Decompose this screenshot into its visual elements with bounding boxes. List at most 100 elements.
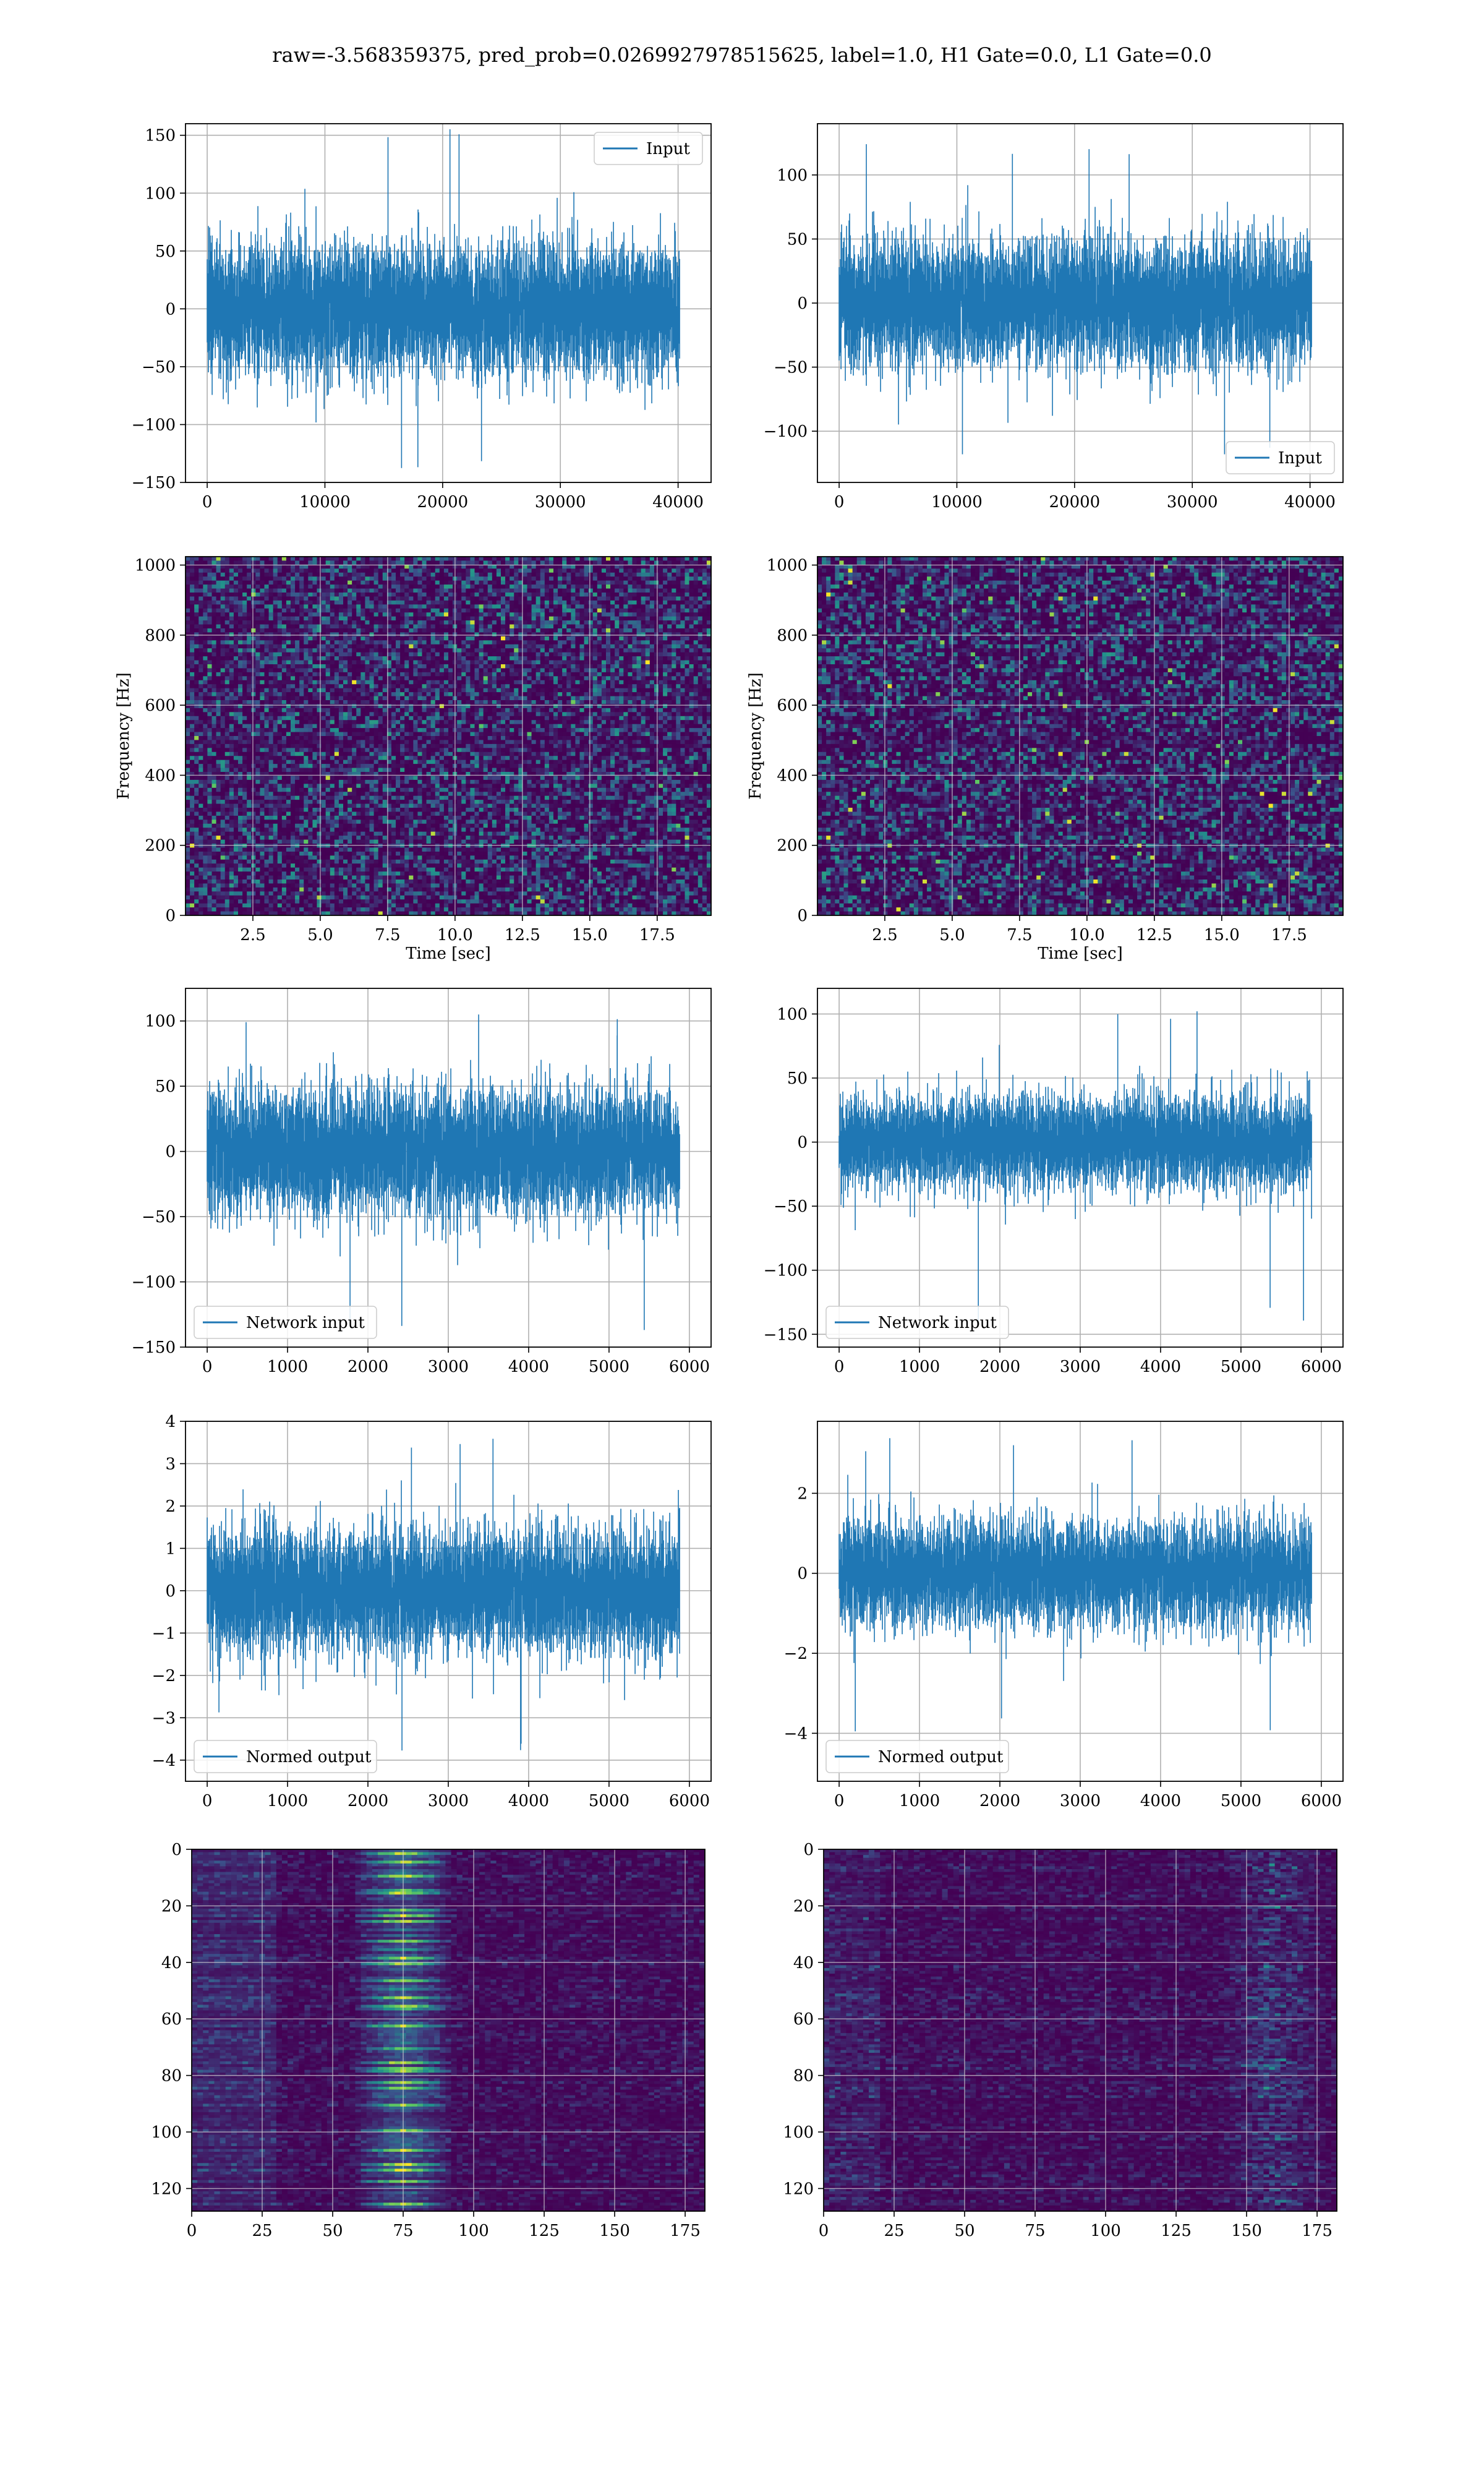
y-tick-label: −2 — [784, 1645, 808, 1663]
y-tick-label: −50 — [142, 358, 176, 377]
axes-frame — [817, 988, 1344, 1348]
x-tick-label: 0 — [834, 1358, 845, 1376]
x-tick-label: 40000 — [1284, 493, 1336, 511]
y-tick-label: 2 — [165, 1497, 176, 1516]
x-tick-label: 1000 — [267, 1358, 308, 1376]
y-tick-label: 0 — [165, 300, 176, 319]
x-tick-label: 2000 — [979, 1358, 1020, 1376]
x-tick-label: 0 — [202, 1792, 213, 1810]
x-tick-label: 3000 — [1060, 1792, 1101, 1810]
x-tick-label: 40000 — [652, 493, 704, 511]
y-tick-label: 0 — [797, 294, 808, 313]
y-tick-label: 400 — [145, 766, 176, 785]
y-tick-label: 0 — [797, 1565, 808, 1583]
x-tick-label: 2000 — [979, 1792, 1020, 1810]
x-tick-label: 15.0 — [1204, 926, 1240, 944]
series-line-input — [838, 144, 1312, 455]
y-tick-label: 150 — [145, 127, 176, 145]
y-tick-label: 60 — [161, 2010, 182, 2029]
y-axis-label: Frequency [Hz] — [746, 672, 765, 800]
axes-frame — [817, 1421, 1344, 1782]
y-tick-label: 0 — [171, 1841, 182, 1859]
y-tick-label: 800 — [777, 627, 808, 645]
y-tick-label: 60 — [793, 2010, 814, 2029]
y-axis-label: Frequency [Hz] — [114, 672, 133, 800]
figure-title: raw=-3.568359375, pred_prob=0.0269927978… — [272, 43, 1212, 67]
x-tick-label: 1000 — [899, 1358, 940, 1376]
x-tick-label: 25 — [252, 2222, 272, 2240]
series-line-normed-output — [207, 1439, 680, 1751]
x-tick-label: 0 — [834, 1792, 845, 1810]
y-tick-label: −4 — [784, 1724, 808, 1743]
y-tick-label: 400 — [777, 766, 808, 785]
y-tick-label: 100 — [783, 2123, 814, 2142]
x-tick-label: 150 — [599, 2222, 630, 2240]
legend-label: Network input — [878, 1314, 997, 1332]
x-tick-label: 1000 — [899, 1792, 940, 1810]
x-tick-label: 0 — [202, 1358, 213, 1376]
x-tick-label: 175 — [1302, 2222, 1333, 2240]
panel-norm_l1: 0 1000 2000 3000 4000 5000 6000 −4 −2 0 2 Normed ou… — [784, 1421, 1344, 1810]
axes-frame — [185, 988, 712, 1348]
x-tick-label: 10.0 — [437, 926, 473, 944]
legend-label: Normed output — [878, 1748, 1004, 1766]
y-tick-label: 0 — [165, 907, 176, 925]
legend-box — [594, 132, 703, 165]
x-tick-label: 5000 — [589, 1792, 629, 1810]
axes-frame — [823, 1849, 1337, 2212]
legend-label: Normed output — [246, 1748, 372, 1766]
y-tick-label: 20 — [161, 1897, 182, 1915]
x-tick-label: 6000 — [1301, 1358, 1342, 1376]
y-tick-label: 120 — [151, 2180, 182, 2198]
y-tick-label: 0 — [797, 1134, 808, 1152]
y-tick-label: −150 — [132, 1338, 176, 1357]
x-axis-label: Time [sec] — [406, 944, 491, 963]
x-tick-label: 6000 — [1301, 1792, 1342, 1810]
panel-input_h1: 0 10000 20000 30000 40000 −150 −100 −50 0 50 100 15… — [132, 123, 712, 511]
y-tick-label: −100 — [132, 416, 176, 434]
y-tick-label: −100 — [764, 422, 808, 441]
legend: Normed output — [825, 1740, 1009, 1773]
y-tick-label: 800 — [145, 627, 176, 645]
y-tick-label: −50 — [142, 1208, 176, 1226]
x-tick-label: 4000 — [508, 1358, 549, 1376]
x-tick-label: 175 — [670, 2222, 701, 2240]
axes-frame — [191, 1849, 706, 2212]
y-tick-label: 50 — [787, 230, 808, 249]
x-tick-label: 17.5 — [1271, 926, 1307, 944]
axes-frame — [817, 123, 1344, 483]
y-tick-label: 80 — [161, 2067, 182, 2086]
x-tick-label: 6000 — [669, 1358, 710, 1376]
y-tick-label: 100 — [145, 1012, 176, 1031]
x-tick-label: 10.0 — [1069, 926, 1105, 944]
x-tick-label: 25 — [884, 2222, 904, 2240]
y-tick-label: 200 — [145, 837, 176, 855]
legend-box — [194, 1740, 377, 1773]
y-tick-label: 100 — [151, 2123, 182, 2142]
panels: 0 10000 20000 30000 40000−150−100−5005010015… — [114, 123, 1344, 2240]
y-tick-label: 0 — [803, 1841, 814, 1859]
x-tick-label: 12.5 — [1136, 926, 1172, 944]
series-line-network-input — [838, 1011, 1312, 1321]
y-tick-label: 1000 — [135, 557, 176, 575]
y-tick-label: 1 — [165, 1539, 176, 1558]
axes-frame — [185, 1421, 712, 1782]
x-tick-label: 1000 — [267, 1792, 308, 1810]
axes-frame — [817, 556, 1344, 916]
x-tick-label: 3000 — [428, 1358, 469, 1376]
series-line-input — [207, 129, 680, 468]
y-tick-label: −3 — [152, 1709, 176, 1727]
panel-net_h1: 0 1000 2000 3000 4000 5000 6000 −150 −100 −50 0 50 1… — [132, 988, 712, 1376]
y-tick-label: 50 — [155, 1077, 176, 1096]
y-tick-label: 20 — [793, 1897, 814, 1915]
axes-frame — [185, 556, 712, 916]
x-tick-label: 17.5 — [639, 926, 675, 944]
x-tick-label: 5.0 — [307, 926, 333, 944]
y-tick-label: −50 — [774, 1197, 808, 1216]
panel-feat_l1: 0 25 50 75 100 125 150 175 0 20 40 60 80 100 120 — [783, 1841, 1337, 2240]
y-tick-label: −150 — [764, 1325, 808, 1344]
legend: Input — [594, 132, 703, 165]
x-tick-label: 30000 — [1167, 493, 1218, 511]
x-tick-label: 2.5 — [240, 926, 265, 944]
panel-input_l1: 0 10000 20000 30000 40000 −100 −50 0 50 100 Input — [764, 123, 1344, 511]
